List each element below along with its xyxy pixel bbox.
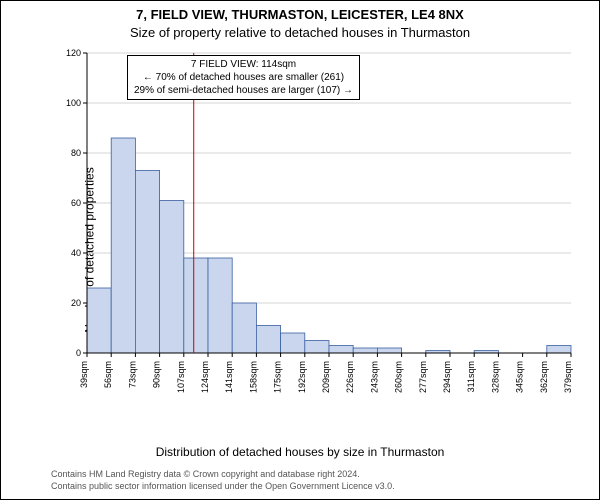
x-axis-label: Distribution of detached houses by size …	[1, 445, 599, 459]
svg-text:20: 20	[71, 298, 81, 308]
svg-text:243sqm: 243sqm	[369, 361, 379, 393]
svg-text:158sqm: 158sqm	[248, 361, 258, 393]
svg-text:175sqm: 175sqm	[273, 361, 283, 393]
svg-text:56sqm: 56sqm	[103, 361, 113, 388]
svg-text:107sqm: 107sqm	[176, 361, 186, 393]
footer-line2: Contains public sector information licen…	[51, 481, 395, 491]
svg-text:100: 100	[66, 98, 81, 108]
svg-text:379sqm: 379sqm	[563, 361, 573, 393]
svg-text:328sqm: 328sqm	[490, 361, 500, 393]
svg-text:80: 80	[71, 148, 81, 158]
svg-text:192sqm: 192sqm	[297, 361, 307, 393]
annotation-line1: 7 FIELD VIEW: 114sqm	[134, 58, 353, 71]
annotation-line3: 29% of semi-detached houses are larger (…	[134, 84, 353, 97]
chart-subtitle: Size of property relative to detached ho…	[1, 25, 599, 40]
svg-text:90sqm: 90sqm	[152, 361, 162, 388]
annotation-line2: ← 70% of detached houses are smaller (26…	[134, 71, 353, 84]
svg-text:40: 40	[71, 248, 81, 258]
svg-text:311sqm: 311sqm	[466, 361, 476, 392]
svg-text:0: 0	[76, 348, 81, 358]
svg-text:124sqm: 124sqm	[200, 361, 210, 393]
svg-text:345sqm: 345sqm	[515, 361, 525, 393]
svg-text:141sqm: 141sqm	[224, 361, 234, 393]
chart-svg: 0 20 40 60 80 100 120 39sqm 56sqm 73sqm 90sqm 107sq…	[57, 49, 577, 409]
svg-text:226sqm: 226sqm	[345, 361, 355, 393]
svg-text:60: 60	[71, 198, 81, 208]
chart-title-address: 7, FIELD VIEW, THURMASTON, LEICESTER, LE…	[1, 7, 599, 22]
svg-text:73sqm: 73sqm	[127, 361, 137, 388]
svg-text:39sqm: 39sqm	[79, 361, 89, 388]
svg-text:260sqm: 260sqm	[394, 361, 404, 393]
svg-text:120: 120	[66, 49, 81, 58]
svg-text:277sqm: 277sqm	[418, 361, 428, 393]
annotation-box: 7 FIELD VIEW: 114sqm ← 70% of detached h…	[127, 55, 360, 100]
svg-text:362sqm: 362sqm	[539, 361, 549, 393]
plot-area: 0 20 40 60 80 100 120 39sqm 56sqm 73sqm 90sqm 107sq…	[57, 49, 577, 409]
svg-text:294sqm: 294sqm	[442, 361, 452, 393]
svg-text:209sqm: 209sqm	[321, 361, 331, 393]
footer-line1: Contains HM Land Registry data © Crown c…	[51, 469, 360, 479]
chart-container: 7, FIELD VIEW, THURMASTON, LEICESTER, LE…	[0, 0, 600, 500]
